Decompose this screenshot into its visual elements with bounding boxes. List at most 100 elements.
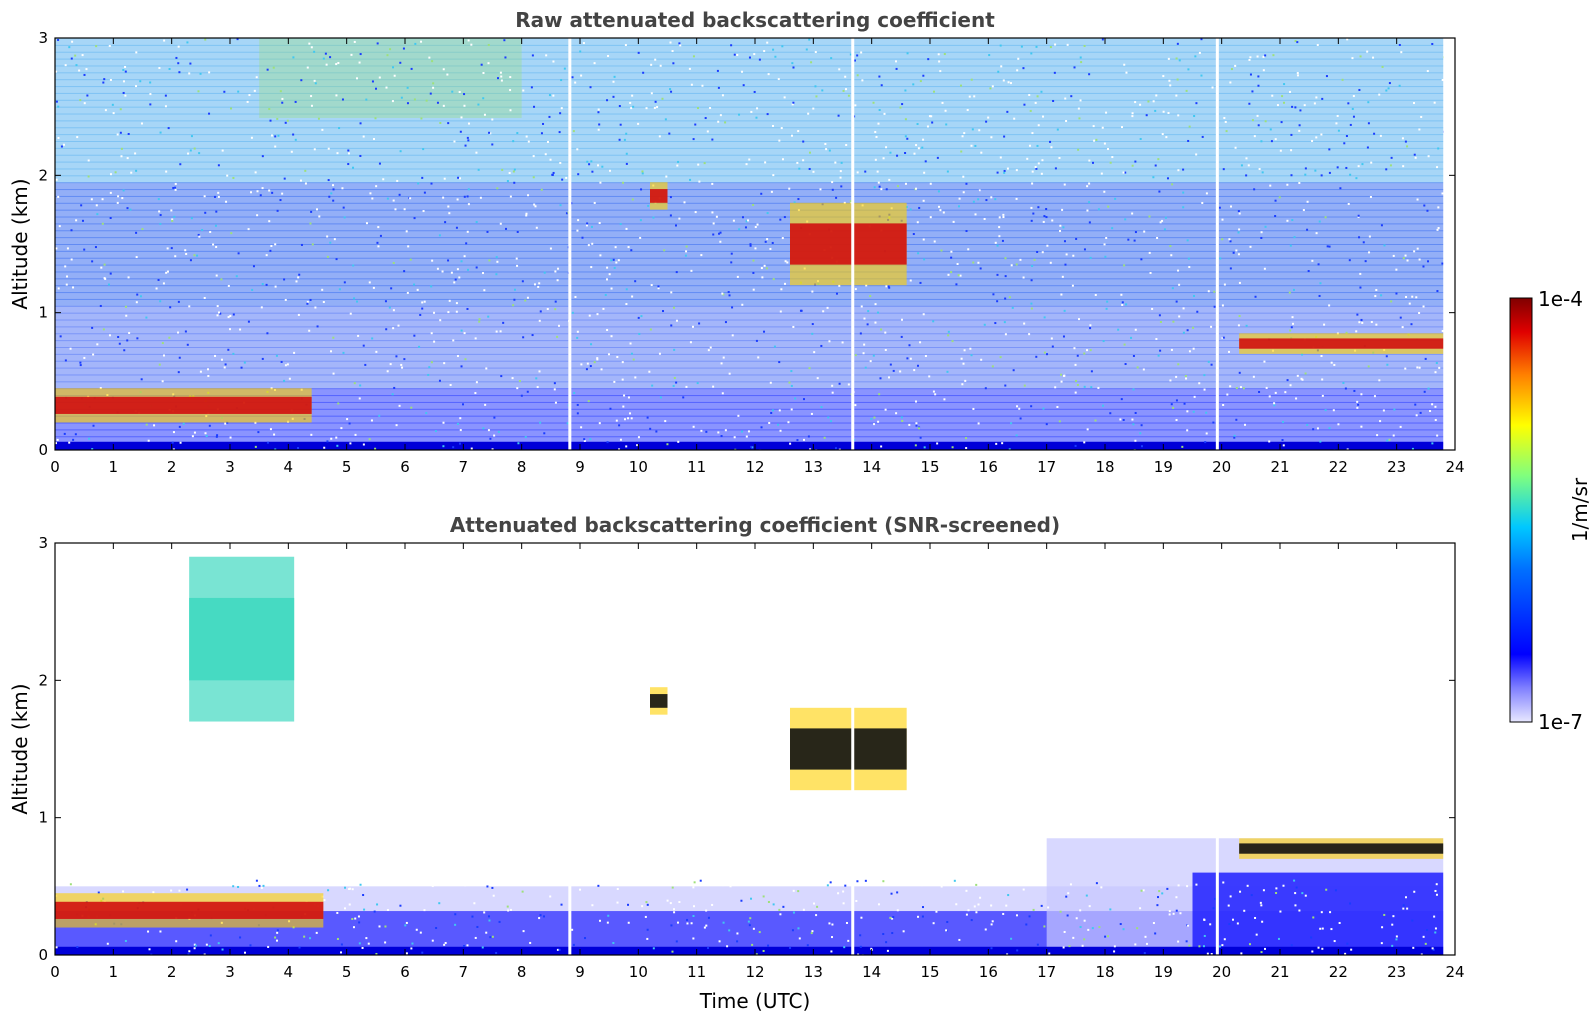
heatmap-speckle-cell	[718, 940, 721, 943]
heatmap-band	[55, 127, 1444, 136]
heatmap-speckle-cell	[76, 946, 79, 949]
x-tick-label: 12	[745, 963, 764, 981]
heatmap-speckle-cell	[1431, 947, 1434, 950]
heatmap-speckle-cell	[122, 91, 125, 94]
heatmap-speckle-cell	[652, 947, 655, 950]
heatmap-speckle-cell	[988, 54, 991, 57]
heatmap-speckle-cell	[709, 107, 712, 110]
heatmap-speckle-cell	[913, 152, 916, 155]
heatmap-speckle-cell	[204, 38, 207, 41]
heatmap-speckle-cell	[1154, 932, 1157, 935]
heatmap-speckle-cell	[165, 271, 168, 274]
heatmap-speckle-cell	[1251, 90, 1254, 93]
heatmap-speckle-cell	[553, 382, 556, 385]
heatmap-speckle-cell	[1349, 123, 1352, 126]
heatmap-speckle-cell	[309, 937, 312, 940]
heatmap-speckle-cell	[430, 285, 433, 288]
heatmap-speckle-cell	[1004, 257, 1007, 260]
heatmap-speckle-cell	[872, 101, 875, 104]
heatmap-speckle-cell	[1107, 205, 1110, 208]
heatmap-speckle-cell	[373, 138, 376, 141]
heatmap-speckle-cell	[965, 889, 968, 892]
heatmap-speckle-cell	[91, 448, 94, 450]
panel-raw-y-label: Altitude (km)	[8, 178, 32, 309]
heatmap-speckle-cell	[593, 361, 596, 364]
heatmap-speckle-cell	[504, 56, 507, 59]
heatmap-speckle-cell	[1006, 167, 1009, 170]
heatmap-speckle-cell	[587, 400, 590, 403]
heatmap-speckle-cell	[1391, 923, 1394, 926]
heatmap-band	[55, 415, 1444, 424]
heatmap-speckle-cell	[597, 108, 600, 111]
heatmap-speckle-cell	[1045, 216, 1048, 219]
heatmap-speckle-cell	[1441, 330, 1444, 333]
heatmap-speckle-cell	[284, 121, 287, 124]
heatmap-speckle-cell	[1048, 952, 1051, 955]
heatmap-speckle-cell	[755, 953, 758, 955]
heatmap-speckle-cell	[255, 76, 258, 79]
heatmap-speckle-cell	[576, 148, 579, 151]
heatmap-speckle-cell	[830, 57, 833, 60]
heatmap-speckle-cell	[933, 240, 936, 243]
heatmap-speckle-cell	[538, 370, 541, 373]
heatmap-speckle-cell	[1106, 300, 1109, 303]
heatmap-speckle-cell	[1188, 266, 1191, 269]
heatmap-speckle-cell	[224, 363, 227, 366]
heatmap-speckle-cell	[1229, 81, 1232, 84]
heatmap-speckle-cell	[497, 77, 500, 80]
heatmap-speckle-cell	[79, 99, 82, 102]
heatmap-speckle-cell	[341, 187, 344, 190]
heatmap-speckle-cell	[217, 191, 220, 194]
heatmap-speckle-cell	[612, 258, 615, 261]
heatmap-speckle-cell	[598, 123, 601, 126]
heatmap-speckle-cell	[1416, 198, 1419, 201]
heatmap-speckle-cell	[1188, 350, 1191, 353]
heatmap-band	[55, 271, 1444, 280]
heatmap-speckle-cell	[516, 264, 519, 267]
heatmap-speckle-cell	[237, 885, 240, 888]
heatmap-speckle-cell	[1101, 126, 1104, 129]
heatmap-speckle-cell	[645, 901, 648, 904]
heatmap-speckle-cell	[959, 274, 962, 277]
heatmap-speckle-cell	[371, 197, 374, 200]
heatmap-speckle-cell	[612, 95, 615, 98]
heatmap-speckle-cell	[808, 151, 811, 154]
heatmap-speckle-cell	[947, 334, 950, 337]
heatmap-speckle-cell	[83, 248, 86, 251]
heatmap-speckle-cell	[1260, 231, 1263, 234]
heatmap-speckle-cell	[913, 369, 916, 372]
heatmap-speckle-cell	[720, 362, 723, 365]
heatmap-speckle-cell	[1159, 221, 1162, 224]
heatmap-speckle-cell	[1119, 418, 1122, 421]
heatmap-speckle-cell	[1349, 902, 1352, 905]
heatmap-speckle-cell	[531, 334, 534, 337]
heatmap-speckle-cell	[797, 130, 800, 133]
heatmap-speckle-cell	[577, 173, 580, 176]
heatmap-speckle-cell	[434, 430, 437, 433]
heatmap-speckle-cell	[1258, 168, 1261, 171]
heatmap-speckle-cell	[748, 924, 751, 927]
heatmap-speckle-cell	[1413, 250, 1416, 253]
heatmap-speckle-cell	[812, 107, 815, 110]
heatmap-speckle-cell	[1092, 125, 1095, 128]
heatmap-speckle-cell	[362, 344, 365, 347]
heatmap-speckle-cell	[970, 78, 973, 81]
colorbar: 1e-4 1e-7 1/m/sr	[1509, 287, 1592, 734]
heatmap-speckle-cell	[227, 348, 230, 351]
heatmap-speckle-cell	[506, 180, 509, 183]
heatmap-speckle-cell	[249, 944, 252, 947]
heatmap-speckle-cell	[1006, 110, 1009, 113]
heatmap-speckle-cell	[777, 78, 780, 81]
heatmap-speckle-cell	[1282, 101, 1285, 104]
heatmap-speckle-cell	[259, 194, 262, 197]
heatmap-speckle-cell	[802, 908, 805, 911]
heatmap-speckle-cell	[1117, 328, 1120, 331]
heatmap-speckle-cell	[689, 178, 692, 181]
heatmap-speckle-cell	[204, 432, 207, 435]
heatmap-speckle-cell	[612, 941, 615, 944]
heatmap-speckle-cell	[1392, 254, 1395, 257]
heatmap-speckle-cell	[402, 47, 405, 50]
heatmap-speckle-cell	[172, 431, 175, 434]
heatmap-speckle-cell	[1109, 908, 1112, 911]
heatmap-speckle	[55, 38, 1446, 450]
